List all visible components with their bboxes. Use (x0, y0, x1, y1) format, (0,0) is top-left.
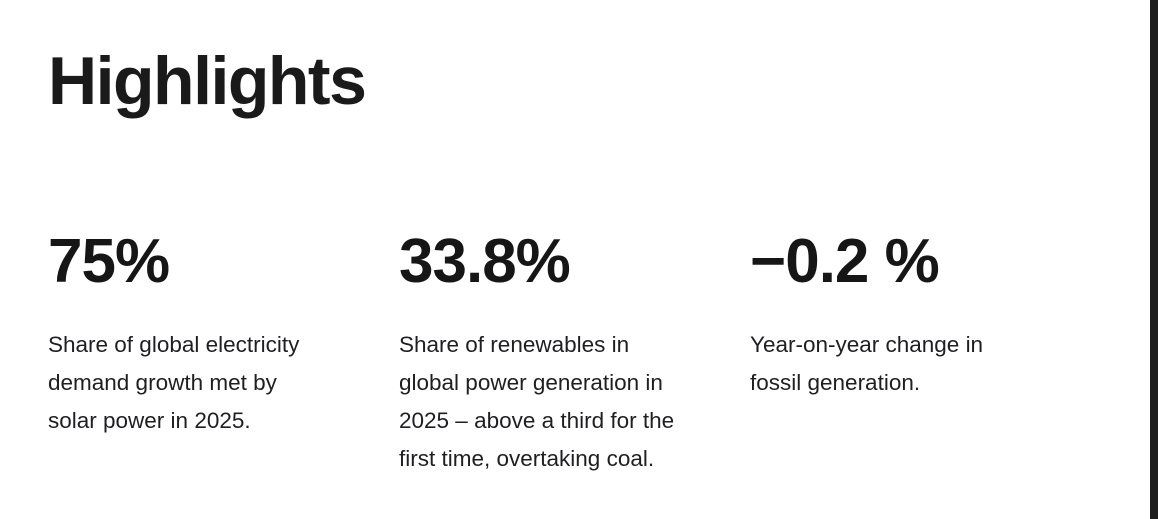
stat-card-fossil-change: −0.2 % Year-on-year change in fossil gen… (750, 231, 1101, 478)
stat-value-renewables-share: 33.8% (399, 227, 571, 296)
stat-card-renewables-share: 33.8% Share of renewables in global powe… (399, 231, 750, 478)
stats-grid: 75% Share of global electricity demand g… (48, 231, 1101, 478)
stat-description-renewables-share: Share of renewables in global power gene… (399, 332, 675, 471)
stat-value-solar-share: 75% (48, 227, 170, 296)
stat-value-fossil-change: −0.2 % (750, 227, 940, 296)
stat-description-solar-share: Share of global electricity demand growt… (48, 332, 300, 433)
stat-card-solar-share: 75% Share of global electricity demand g… (48, 231, 399, 478)
page-title: Highlights (48, 43, 367, 119)
stat-description-fossil-change: Year-on-year change in fossil generation… (750, 332, 984, 395)
right-edge-bar (1150, 0, 1158, 519)
